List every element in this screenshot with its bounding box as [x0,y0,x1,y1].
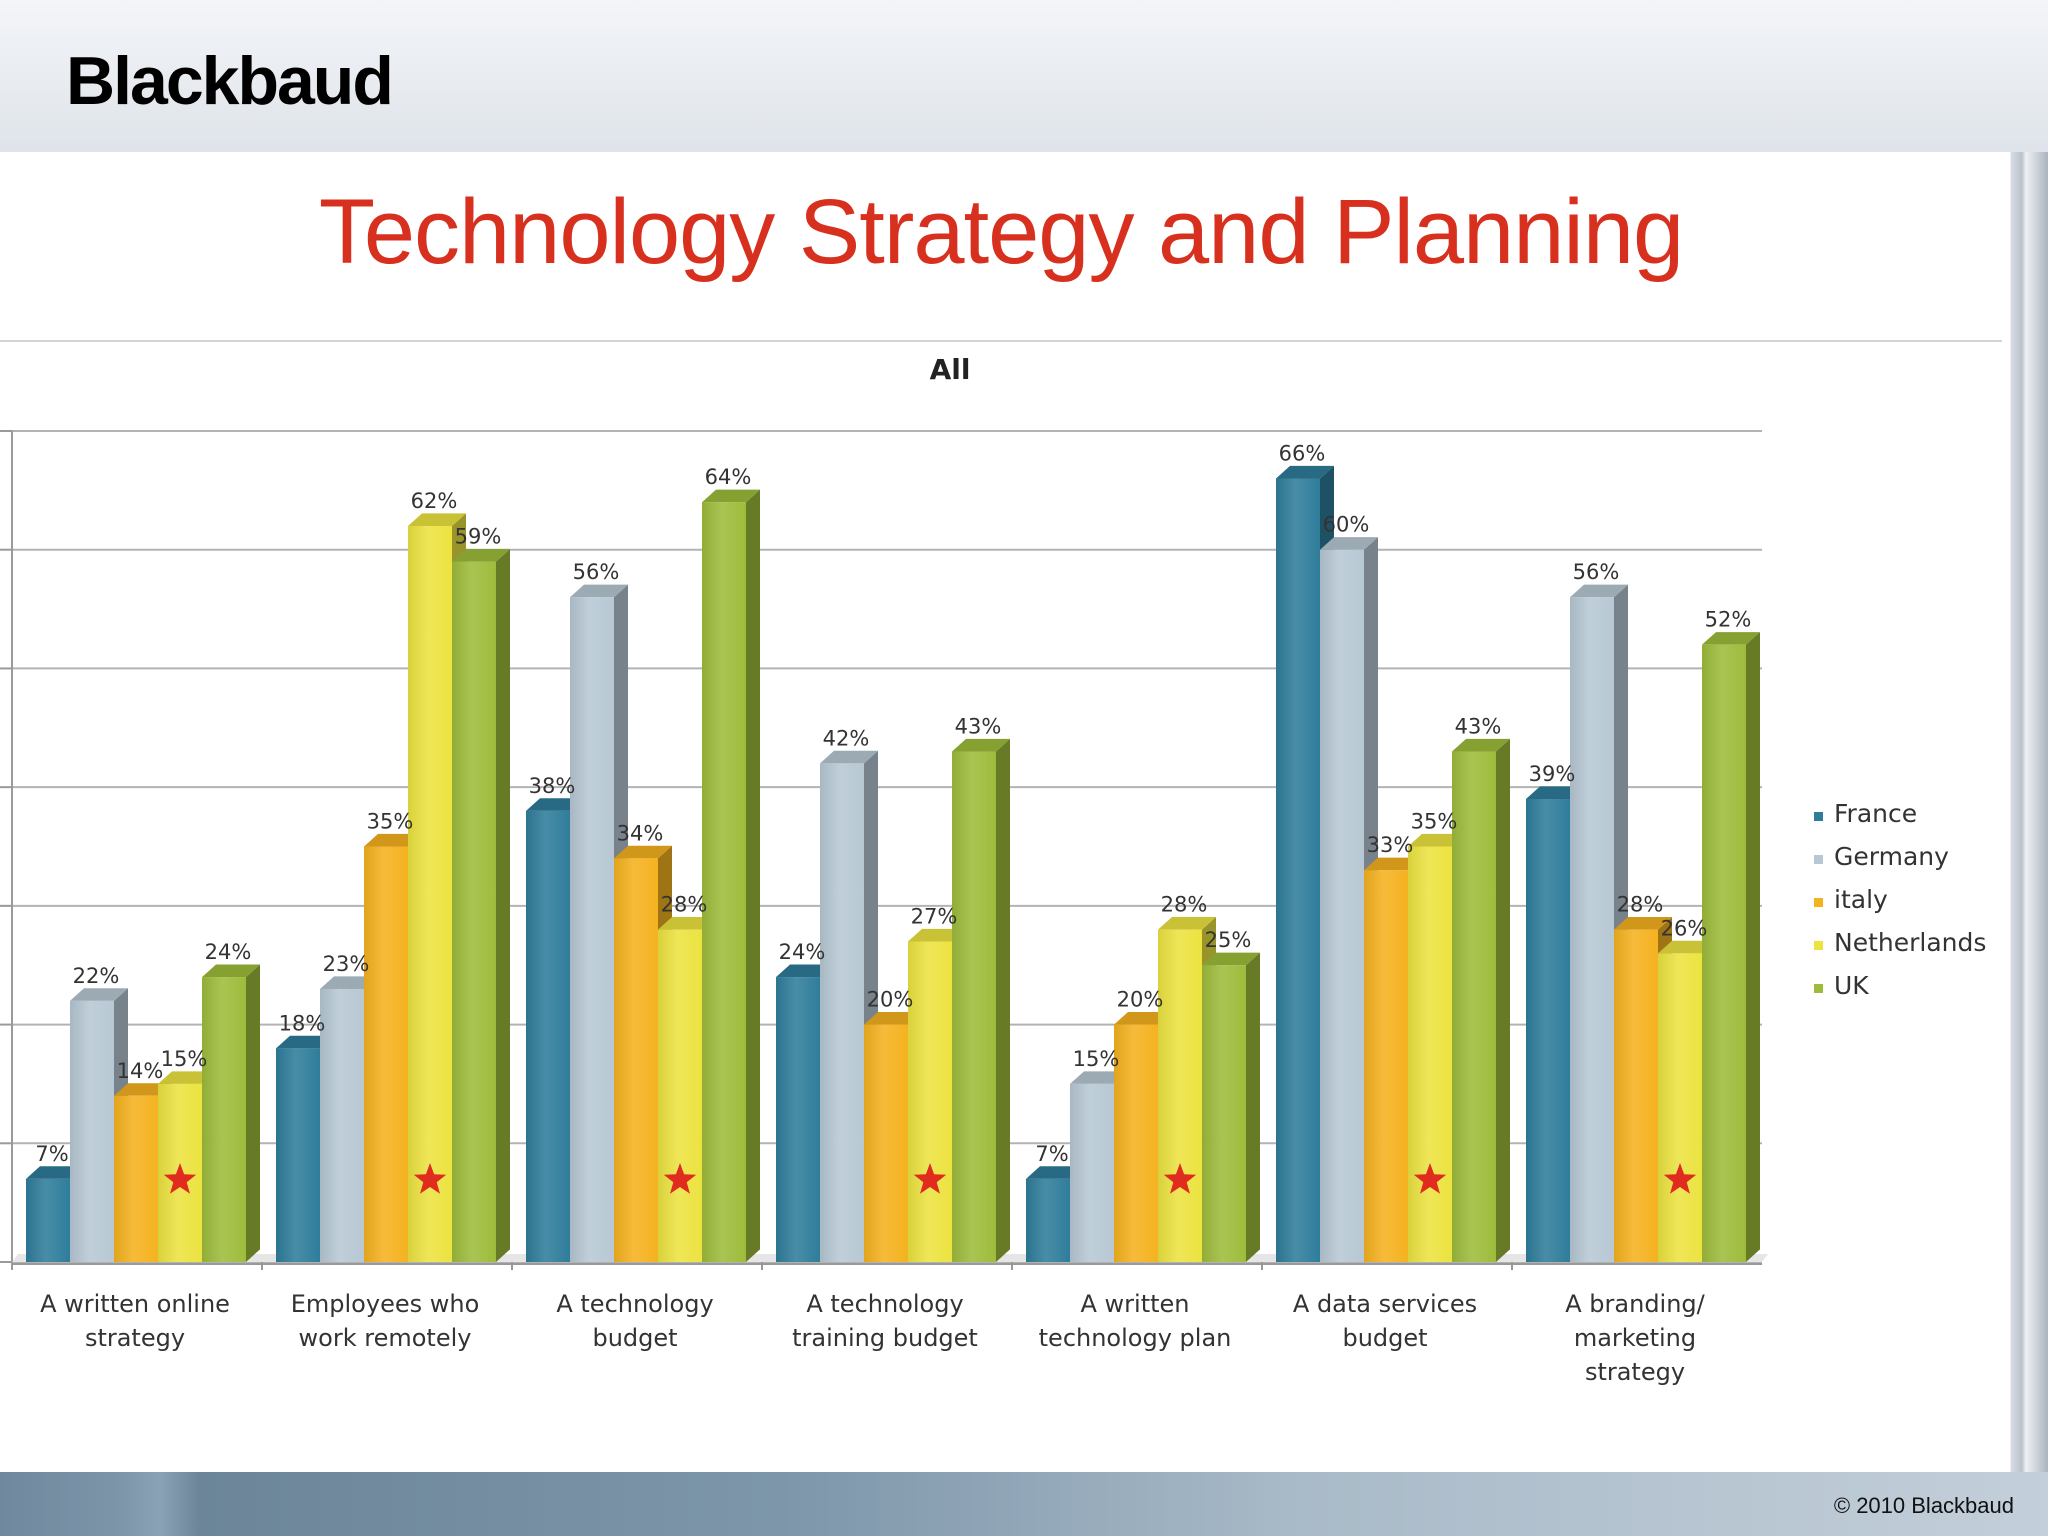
data-label: 56% [573,560,620,584]
copyright-text: © 2010 Blackbaud [1833,1493,2014,1518]
category-label: strategy [1585,1358,1685,1386]
data-label: 27% [911,904,958,928]
category-label: Employees who [291,1290,480,1318]
data-label: 43% [1455,715,1502,739]
category-label: marketing [1574,1324,1696,1352]
category-label: budget [592,1324,677,1352]
blackbaud-logo: Blackbaud [66,43,394,119]
legend-item-germany: Germany [1814,842,1949,871]
category-label: A technology [806,1290,963,1318]
data-label: 28% [661,893,708,917]
legend-swatch [1814,898,1823,907]
category-label: budget [1342,1324,1427,1352]
title-divider [0,340,2002,342]
footer-band [0,1472,2048,1536]
legend-label: italy [1834,885,1888,914]
data-label: 22% [73,964,120,988]
data-label: 42% [823,726,870,750]
legend-swatch [1814,984,1823,993]
slide-title: Technology Strategy and Planning [318,181,1684,283]
bar-uk-6 [1702,632,1760,1262]
star-icon [163,1163,197,1194]
data-label: 56% [1573,560,1620,584]
data-labels: 7%22%14%15%24%18%23%35%62%59%38%56%34%28… [35,441,1751,1165]
bar-uk-5 [1452,738,1510,1262]
category-label: A written online [40,1290,230,1318]
data-label: 14% [117,1059,164,1083]
bar-uk-0 [202,964,260,1262]
bar-chart: All 7%22%14%15%24%18%23%35%62%59%38%56%3… [0,353,1986,1386]
data-label: 39% [1529,762,1576,786]
category-labels: A written online strategy Employees who wor… [40,1290,1706,1386]
data-label: 25% [1205,928,1252,952]
category-label: training budget [792,1324,978,1352]
category-label: A technology [556,1290,713,1318]
data-label: 38% [529,774,576,798]
legend-item-france: France [1814,799,1917,828]
data-label: 15% [161,1047,208,1071]
data-label: 18% [279,1011,326,1035]
star-icon [663,1163,697,1194]
category-label: work remotely [299,1324,472,1352]
data-label: 15% [1073,1047,1120,1071]
chart-title: All [930,353,971,386]
star-icon [913,1163,947,1194]
legend-label: France [1834,799,1917,828]
header-band [0,0,2048,152]
data-label: 24% [779,940,826,964]
chart-area: All 7% 22% 14% 15% 24% 18% 23% 35% 62% 59% 38% 56% 3… [0,345,2002,1400]
data-label: 62% [411,489,458,513]
star-icon [1663,1163,1697,1194]
bars [26,465,1760,1263]
data-label: 24% [205,940,252,964]
bar-uk-2 [702,489,760,1263]
data-label: 20% [867,988,914,1012]
star-icon [413,1163,447,1194]
data-label: 35% [367,810,414,834]
legend-swatch [1814,812,1823,821]
category-label: A branding/ [1565,1290,1705,1318]
data-label: 35% [1411,810,1458,834]
data-label: 64% [705,465,752,489]
data-label: 52% [1705,608,1752,632]
bar-uk-4 [1202,952,1260,1262]
legend-label: UK [1834,971,1869,1000]
data-label: 33% [1367,833,1414,857]
data-label: 34% [617,821,664,845]
data-label: 66% [1279,441,1326,465]
right-edge-decoration [2002,152,2048,1472]
data-label: 28% [1161,893,1208,917]
data-label: 26% [1661,916,1708,940]
data-label: 23% [323,952,370,976]
legend-item-netherlands: Netherlands [1814,928,1986,957]
bar-uk-1 [452,548,510,1262]
star-icon [1163,1163,1197,1194]
legend-item-uk: UK [1814,971,1869,1000]
category-label: technology plan [1039,1324,1232,1352]
legend-label: Germany [1834,842,1949,871]
star-icon [1413,1163,1447,1194]
category-label: A written [1080,1290,1189,1318]
category-label: strategy [85,1324,185,1352]
data-label: 60% [1323,513,1370,537]
category-label: A data services [1293,1290,1477,1318]
legend-label: Netherlands [1834,928,1986,957]
data-label: 43% [955,715,1002,739]
data-label: 7% [35,1142,68,1166]
bar-uk-3 [952,738,1010,1262]
legend-swatch [1814,855,1823,864]
data-label: 59% [455,525,502,549]
data-label: 28% [1617,893,1664,917]
bar-netherlands-1 [408,513,466,1262]
data-label: 20% [1117,988,1164,1012]
legend-swatch [1814,941,1823,950]
legend: France Germany italy Netherlands UK [1814,799,1986,1000]
legend-item-italy: italy [1814,885,1888,914]
data-label: 7% [1035,1142,1068,1166]
